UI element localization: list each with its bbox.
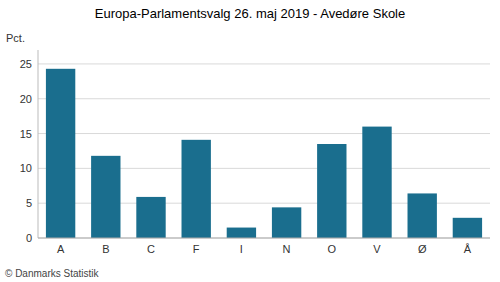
grid-line [38,63,490,64]
x-tick-label: N [283,243,291,255]
y-axis-label: Pct. [6,32,25,44]
title: Europa-Parlamentsvalg 26. maj 2019 - Ave… [95,6,405,21]
bar [272,207,301,238]
x-tick-label: I [240,243,243,255]
bar [362,127,391,238]
bar [408,193,437,238]
grid-line [38,98,490,99]
x-tick-label: A [57,243,65,255]
bar [136,197,165,238]
x-tick-label: C [147,243,155,255]
y-tick-label: 15 [20,128,32,140]
y-tick-label: 10 [20,162,32,174]
bar [453,218,482,238]
y-tick-label: 5 [26,197,32,209]
x-axis-line [38,238,490,239]
bar [91,156,120,238]
y-axis-line [38,50,39,238]
bar [46,69,75,238]
chart: Europa-Parlamentsvalg 26. maj 2019 - Ave… [0,0,500,282]
chart-container: Europa-Parlamentsvalg 26. maj 2019 - Ave… [0,0,500,282]
bar [317,144,346,238]
x-tick-label: Å [464,243,472,255]
x-tick-label: F [193,243,200,255]
grid-line [38,238,490,239]
footer: © Danmarks Statistik [5,268,100,279]
y-tick-label: 0 [26,232,32,244]
bar [227,228,256,238]
x-tick-label: B [102,243,109,255]
x-tick-label: V [373,243,381,255]
bar [182,140,211,238]
grid-line [38,133,490,134]
x-tick-label: O [328,243,337,255]
x-tick-label: Ø [418,243,427,255]
grid [38,64,490,238]
y-tick-label: 25 [20,58,32,70]
bars [46,69,482,238]
y-tick-label: 20 [20,93,32,105]
